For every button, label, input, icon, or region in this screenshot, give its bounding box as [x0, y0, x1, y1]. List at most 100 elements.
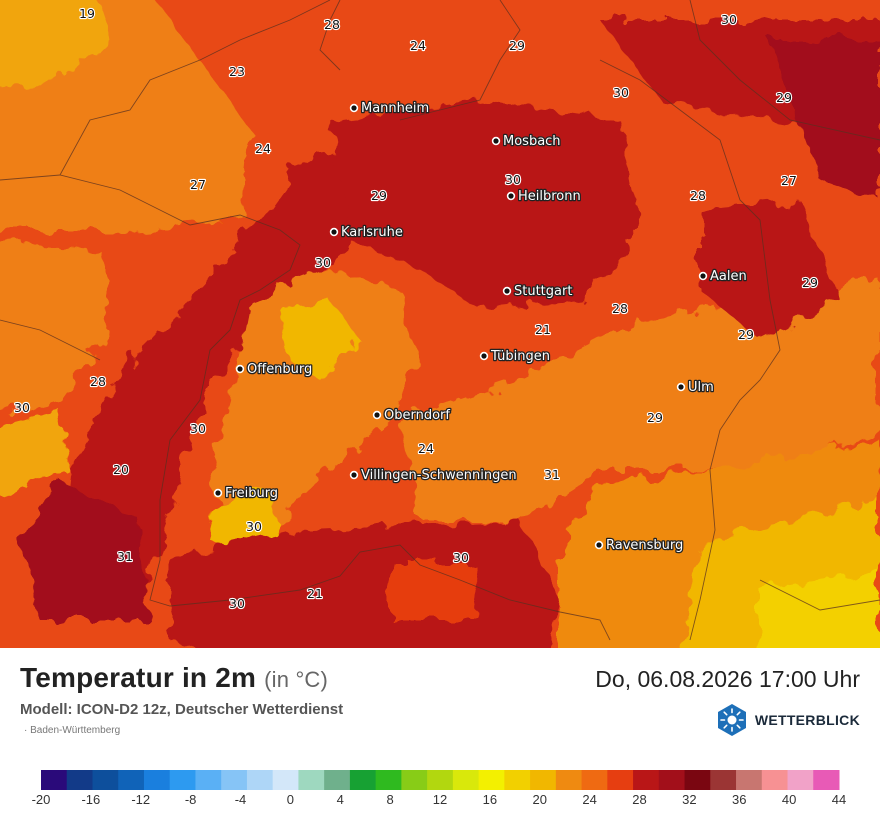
state-borders	[0, 0, 880, 641]
temperature-value: 29	[509, 38, 525, 53]
legend-tick-label: -12	[131, 792, 150, 807]
legend-tick-label: 28	[632, 792, 646, 807]
city-marker[interactable]	[329, 227, 339, 237]
city-marker[interactable]	[594, 540, 604, 550]
temperature-value: 30	[315, 255, 331, 270]
temperature-value: 31	[117, 549, 133, 564]
city-markers: Mannheim Mosbach Heilbronn Karlsruhe Stuttga…	[213, 100, 748, 555]
temperature-value: 28	[90, 374, 106, 389]
temperature-value: 23	[229, 64, 245, 79]
temperature-value: 24	[410, 38, 426, 53]
temperature-value: 30	[229, 596, 245, 611]
legend-swatch	[298, 770, 325, 790]
region-label: · Baden-Württemberg	[24, 725, 121, 736]
temperature-value: 29	[738, 327, 754, 342]
temperature-map: 19 28 24 29 30 23 30 29 24 27 29 30 27 28 30 29 28 29 21 28…	[0, 0, 880, 648]
legend-swatch	[92, 770, 119, 790]
legend-swatch	[555, 770, 583, 790]
temperature-value: 29	[776, 90, 792, 105]
city-label[interactable]: Heilbronn	[517, 188, 582, 206]
temperature-value: 24	[418, 441, 434, 456]
city-marker[interactable]	[479, 351, 489, 361]
temperature-value: 29	[647, 410, 663, 425]
temperature-value: 30	[14, 400, 30, 415]
temperature-value: 28	[324, 17, 340, 32]
city-label[interactable]: Tübingen	[489, 348, 552, 366]
legend-swatch	[195, 770, 222, 790]
city-label[interactable]: Mosbach	[502, 133, 562, 151]
legend-tick-label: -20	[32, 792, 51, 807]
temperature-value: 24	[255, 141, 271, 156]
legend-swatch	[118, 770, 145, 790]
legend-swatch	[813, 770, 840, 790]
legend-tick-label: -8	[185, 792, 197, 807]
legend-swatch	[169, 770, 196, 790]
info-panel: Temperatur in 2m (in °C) Do, 06.08.2026 1…	[0, 648, 880, 830]
city-label[interactable]: Ulm	[687, 379, 715, 397]
legend-swatch	[452, 770, 480, 790]
city-marker[interactable]	[506, 191, 516, 201]
brand-logo[interactable]: WETTERBLICK	[715, 703, 860, 737]
city-marker[interactable]	[235, 364, 245, 374]
temperature-value: 29	[802, 275, 818, 290]
legend-tick-label: 44	[832, 792, 846, 807]
legend-swatch	[272, 770, 299, 790]
city-marker[interactable]	[372, 410, 382, 420]
color-scale-legend: -20 -16 -12 -8 -4 0 4 8 12 16 20 24 28 32 36 40 44	[0, 770, 880, 830]
legend-tick-label: 0	[287, 792, 294, 807]
legend-swatch	[221, 770, 248, 790]
legend-tick-label: 12	[433, 792, 447, 807]
legend-swatch	[736, 770, 763, 790]
legend-swatch	[710, 770, 737, 790]
city-label[interactable]: Villingen-Schwenningen	[360, 467, 518, 485]
temperature-value: 31	[544, 467, 560, 482]
legend-tick-label: 40	[782, 792, 796, 807]
temperature-field	[0, 0, 880, 648]
city-marker[interactable]	[349, 103, 359, 113]
legend-tick-label: 36	[732, 792, 746, 807]
sun-hexagon-icon	[717, 704, 746, 736]
temperature-value: 30	[246, 519, 262, 534]
city-marker[interactable]	[349, 470, 359, 480]
city-label[interactable]: Aalen	[709, 268, 748, 286]
city-label[interactable]: Stuttgart	[513, 283, 574, 301]
temperature-value: 19	[79, 6, 95, 21]
legend-swatch	[633, 770, 660, 790]
temperature-value: 30	[453, 550, 469, 565]
temperature-value: 30	[190, 421, 206, 436]
temperature-value: 27	[190, 177, 206, 192]
legend-tick-label: 20	[533, 792, 547, 807]
city-marker[interactable]	[676, 382, 686, 392]
legend-tick-label: 32	[682, 792, 696, 807]
legend-swatch	[530, 770, 557, 790]
city-label[interactable]: Freiburg	[224, 485, 280, 503]
legend-swatch	[427, 770, 454, 790]
legend-swatch	[375, 770, 402, 790]
map-title: Temperatur in 2m (in °C)	[20, 662, 329, 693]
brand-name: WETTERBLICK	[754, 712, 860, 728]
city-marker[interactable]	[491, 136, 501, 146]
legend-swatch	[761, 770, 789, 790]
city-label[interactable]: Karlsruhe	[340, 224, 404, 242]
temperature-value: 28	[612, 301, 628, 316]
city-label[interactable]: Offenburg	[246, 361, 314, 379]
city-label[interactable]: Mannheim	[360, 100, 431, 118]
legend-swatch	[401, 770, 428, 790]
city-marker[interactable]	[698, 271, 708, 281]
city-label[interactable]: Ravensburg	[605, 537, 685, 555]
legend-swatch	[324, 770, 351, 790]
legend-tick-label: -16	[81, 792, 100, 807]
temperature-value: 28	[690, 188, 706, 203]
legend-swatch	[246, 770, 274, 790]
city-marker[interactable]	[213, 488, 223, 498]
legend-swatch	[787, 770, 814, 790]
legend-swatch	[684, 770, 711, 790]
legend-swatch	[349, 770, 377, 790]
city-label[interactable]: Oberndorf	[383, 407, 452, 425]
temperature-value: 27	[781, 173, 797, 188]
legend-swatch	[658, 770, 686, 790]
city-marker[interactable]	[502, 286, 512, 296]
legend-tick-label: -4	[235, 792, 247, 807]
temperature-value: 21	[535, 322, 551, 337]
forecast-datetime: Do, 06.08.2026 17:00 Uhr	[595, 666, 860, 692]
